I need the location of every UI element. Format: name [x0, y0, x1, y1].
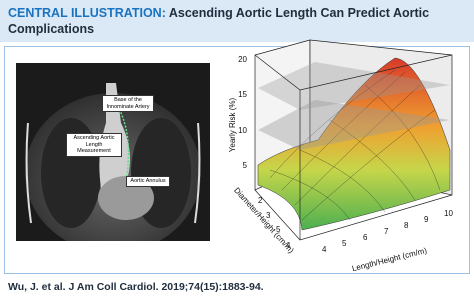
front-edges: [254, 54, 453, 240]
panel: [4, 46, 470, 274]
annotation: Ascending Aortic Length Measurement: [66, 133, 122, 157]
ribs: [25, 122, 201, 224]
z-axis-label: Yearly Risk (%): [228, 97, 237, 152]
annotation: Aortic Annulus: [126, 176, 170, 187]
x-tick-label: 4: [322, 245, 327, 254]
x-axis-label: Length/Height (cm/m): [351, 246, 428, 273]
title: Ascending Aortic Length Can Predict Aort…: [8, 6, 430, 36]
x-tick-label: 6: [363, 233, 368, 242]
label: CENTRAL ILLUSTRATION:: [8, 6, 166, 20]
x-tick-label: 10: [444, 209, 453, 218]
plane: [258, 100, 450, 150]
y-tick-label: 2: [258, 196, 263, 205]
header: CENTRAL ILLUSTRATION: Ascending Aortic L…: [0, 0, 474, 42]
z-tick-label: 10: [238, 126, 247, 135]
citation: Wu, J. et al. J Am Coll Cardiol. 2019;74…: [8, 281, 264, 293]
z-tick-label: 5: [243, 161, 248, 170]
annotation: Base of the Innominate Artery: [102, 95, 154, 112]
x-tick-label: 7: [384, 227, 389, 236]
surface: [257, 57, 451, 231]
x-tick-label: 8: [404, 221, 409, 230]
ct-image: Base of the Innominate Artery Ascending …: [16, 63, 210, 241]
z-tick-label: 15: [238, 90, 247, 99]
z-tick-label: 20: [238, 55, 247, 64]
x-tick-label: 5: [342, 239, 347, 248]
y-tick-label: 5: [276, 225, 281, 234]
header-text: CENTRAL ILLUSTRATION: Ascending Aortic L…: [0, 0, 474, 37]
mesh: [269, 69, 441, 221]
y-tick-label: 4: [286, 241, 291, 250]
heart: [98, 176, 154, 220]
x-tick-label: 9: [424, 215, 429, 224]
surface-plot: 20 15 10 5 Yearly Risk (%) 2 3 5 4 Diame…: [228, 39, 453, 273]
y-tick-label: 3: [266, 211, 271, 220]
plane: [258, 62, 450, 110]
